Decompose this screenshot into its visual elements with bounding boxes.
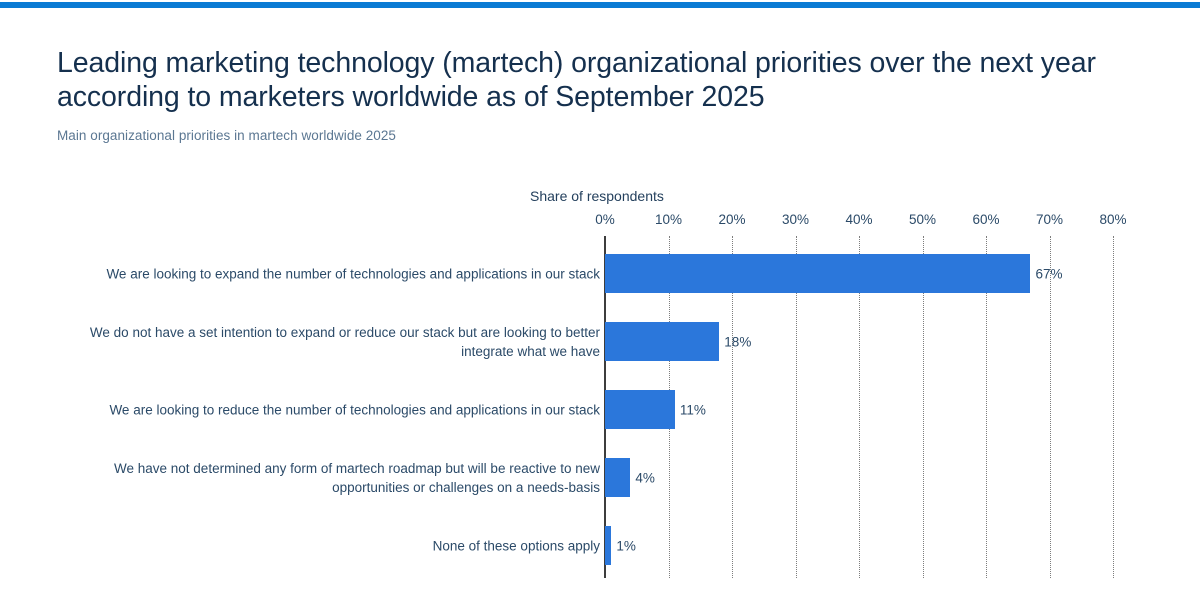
bar-row: We have not determined any form of marte… — [0, 458, 1200, 497]
bar-value-label: 11% — [679, 402, 706, 417]
y-axis-line — [604, 236, 606, 578]
x-tick-label-20: 20% — [718, 212, 746, 227]
bar[interactable] — [605, 390, 675, 429]
x-tick-label-70: 70% — [1035, 212, 1064, 227]
x-axis-tick-labels: 0% 10% 20% 30% 40% 50% 60% 70% 80% — [595, 212, 1165, 232]
page-subtitle: Main organizational priorities in martec… — [57, 128, 396, 143]
bar-value-label: 1% — [616, 538, 636, 553]
bar-row: We are looking to expand the number of t… — [0, 254, 1200, 293]
page-title: Leading marketing technology (martech) o… — [57, 47, 1096, 113]
category-label: We have not determined any form of marte… — [114, 460, 600, 495]
bar[interactable] — [605, 322, 720, 361]
bar-value-label: 18% — [724, 334, 752, 349]
x-tick-label-10: 10% — [654, 212, 683, 227]
bar[interactable] — [605, 526, 612, 565]
bar-value-label: 67% — [1035, 266, 1063, 281]
x-axis-title: Share of respondents — [530, 188, 664, 204]
bar-row: We are looking to reduce the number of t… — [0, 390, 1200, 429]
bar[interactable] — [605, 254, 1031, 293]
brand-strip — [0, 2, 1200, 8]
x-tick-label-30: 30% — [781, 212, 810, 227]
x-tick-label-50: 50% — [908, 212, 937, 227]
x-tick-label-0: 0% — [595, 212, 615, 227]
gridline-30 — [795, 236, 797, 578]
gridline-40 — [859, 236, 860, 578]
category-label: We are looking to expand the number of t… — [106, 266, 600, 281]
gridline-80 — [1113, 236, 1114, 578]
category-label: We are looking to reduce the number of t… — [109, 402, 600, 417]
category-label: None of these options apply — [432, 538, 600, 553]
bar-value-label: 4% — [635, 470, 655, 485]
x-tick-label-60: 60% — [972, 212, 1000, 227]
category-label: We do not have a set intention to expand… — [89, 324, 600, 359]
gridline-60 — [986, 236, 987, 578]
gridline-20 — [732, 236, 733, 578]
bar-row: None of these options apply 1% — [0, 526, 1200, 565]
gridline-70 — [1049, 236, 1051, 578]
gridline-50 — [922, 236, 924, 578]
bar-row: We do not have a set intention to expand… — [0, 322, 1200, 361]
x-tick-label-40: 40% — [845, 212, 873, 227]
bar[interactable] — [605, 458, 631, 497]
x-tick-label-80: 80% — [1099, 212, 1127, 227]
